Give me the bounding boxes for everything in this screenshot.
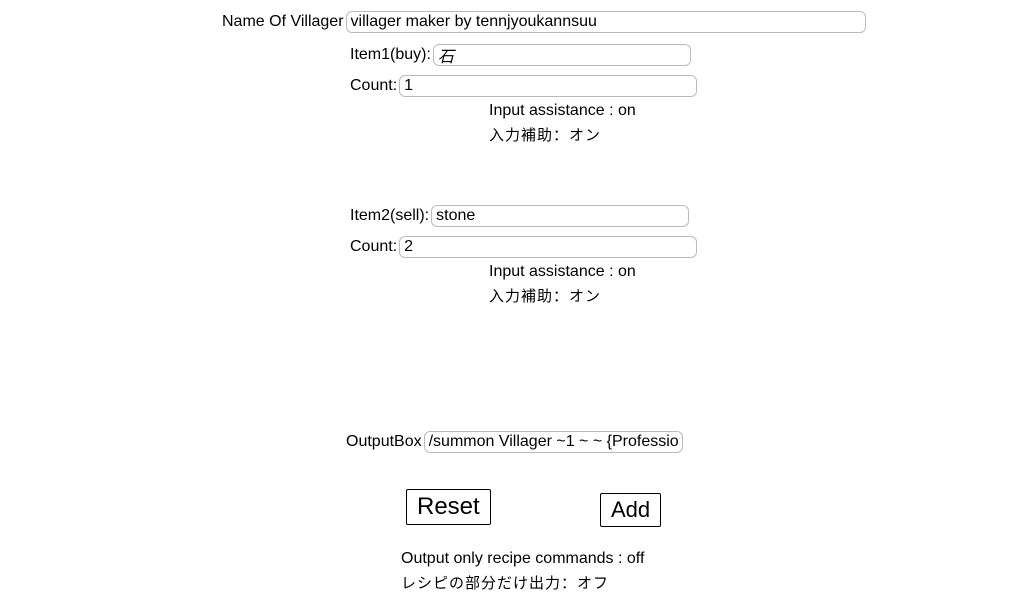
recipe-toggle-block: Output only recipe commands : off レシピの部分… [401,550,644,593]
item2-input[interactable] [431,205,689,227]
item1-assist-en: Input assistance : on [489,102,636,120]
item1-count-input[interactable] [399,75,697,97]
row-output: OutputBox [346,431,683,453]
item1-input[interactable] [433,44,691,66]
name-label: Name Of Villager [222,13,344,31]
output-label: OutputBox [346,433,422,451]
item1-label: Item1(buy): [350,46,431,64]
row-item1: Item1(buy): [350,44,691,66]
name-input[interactable] [346,11,866,33]
item1-assist-block: Input assistance : on 入力補助：オン [489,102,636,145]
item2-assist-en: Input assistance : on [489,263,636,281]
row-item1-count: Count: [350,75,697,97]
reset-button-wrap: Reset [406,489,491,525]
row-item2-count: Count: [350,236,697,258]
reset-button[interactable]: Reset [406,489,491,525]
recipe-toggle-en: Output only recipe commands : off [401,550,644,568]
item2-label: Item2(sell): [350,207,429,225]
row-item2: Item2(sell): [350,205,689,227]
item2-assist-jp: 入力補助：オン [489,285,636,306]
output-input[interactable] [424,431,683,453]
villager-maker-form: Name Of Villager Item1(buy): Count: Inpu… [0,0,1024,613]
add-button-wrap: Add [600,493,661,527]
item1-count-label: Count: [350,77,397,95]
recipe-toggle-jp: レシピの部分だけ出力：オフ [401,572,644,593]
add-button[interactable]: Add [600,493,661,527]
item2-assist-block: Input assistance : on 入力補助：オン [489,263,636,306]
item1-assist-jp: 入力補助：オン [489,124,636,145]
item2-count-input[interactable] [399,236,697,258]
item2-count-label: Count: [350,238,397,256]
row-name: Name Of Villager [222,11,866,33]
